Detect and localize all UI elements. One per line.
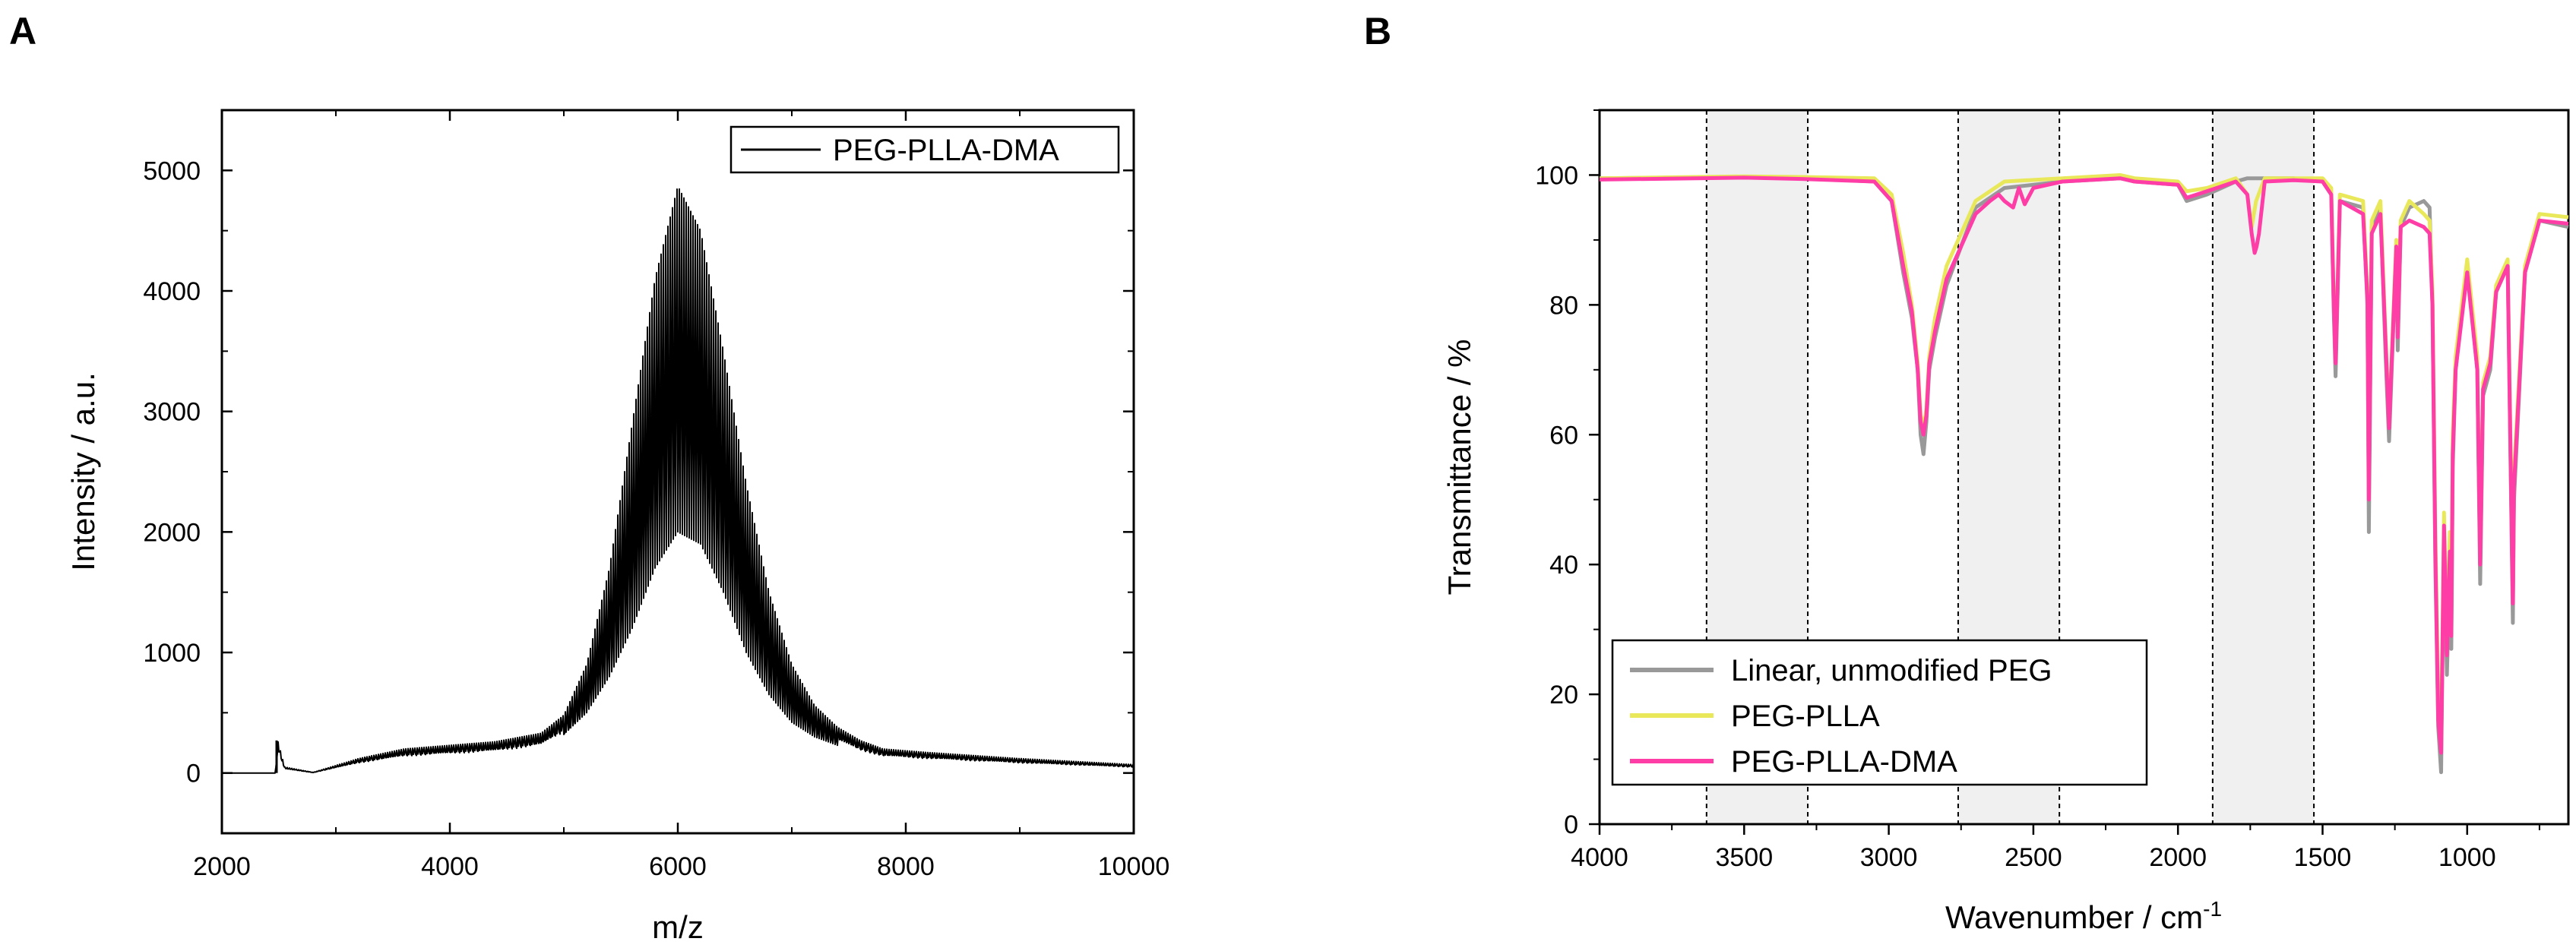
chart-a-y-tick-label: 2000 [143,518,201,547]
chart-b-x-tick-label: 2000 [2149,843,2207,872]
chart-a-x-tick-label: 4000 [421,852,479,881]
chart-b-y-tick-label: 60 [1549,421,1578,450]
chart-b-y-tick-label: 80 [1549,291,1578,320]
chart-b-y-tick-label: 20 [1549,681,1578,709]
chart-b-plot-frame [1598,109,2570,826]
chart-b-x-tick-label: 1000 [2438,843,2496,872]
chart-a-legend: PEG-PLLA-DMA [729,125,1120,174]
chart-a-x-axis-title: m/z [652,909,704,945]
chart-a-x-tick-label: 2000 [193,852,251,881]
chart-b-legend: Linear, unmodified PEG PEG-PLLA PEG-PLLA… [1611,639,2148,786]
chart-b-legend-label-pegplladma: PEG-PLLA-DMA [1731,745,1957,779]
chart-b-y-axis-title: Transmittance / % [1441,340,1477,596]
chart-a-x-tick-label: 10000 [1098,852,1170,881]
chart-a-x-tick-label: 6000 [649,852,707,881]
chart-a-y-tick-label: 3000 [143,398,201,427]
chart-b-x-tick-label: 3000 [1860,843,1918,872]
chart-b-x-axis-title-sup: -1 [2203,897,2222,921]
chart-a-legend-label: PEG-PLLA-DMA [833,134,1059,167]
chart-a-y-tick-label: 1000 [143,639,201,668]
chart-b-x-axis-title: Wavenumber / cm-1 [1945,897,2222,935]
panel-label-b: B [1364,10,1391,52]
chart-b-x-axis-title-main: Wavenumber / cm [1945,899,2203,935]
chart-b: 4000 3500 3000 2500 2000 1500 1000 0 20 40 60 80 100… [1441,109,2570,935]
chart-b-shaded-region [2212,110,2315,824]
chart-a-y-tick-label: 4000 [143,277,201,306]
chart-b-x-tick-label: 2500 [2005,843,2062,872]
chart-b-x-tick-label: 1500 [2294,843,2352,872]
chart-b-series-peg-plla-dma [1599,175,2569,755]
chart-b-y-tick-label: 40 [1549,551,1578,580]
chart-a-x-tick-label: 8000 [877,852,935,881]
panel-label-a: A [9,10,36,52]
chart-b-y-tick-label: 100 [1535,161,1578,190]
chart-a-y-tick-label: 5000 [143,156,201,185]
chart-b-legend-label-peg: Linear, unmodified PEG [1731,654,2052,687]
chart-a: 2000 4000 6000 8000 10000 0 1000 2000 3000 4000 50… [65,109,1170,945]
chart-a-y-axis-title: Intensity / a.u. [65,372,101,570]
chart-b-legend-label-pegplla: PEG-PLLA [1731,700,1880,733]
chart-b-y-tick-label: 0 [1564,810,1578,839]
chart-a-y-tick-label: 0 [186,760,201,788]
chart-a-series-peg-plla-dma [222,188,1135,774]
chart-b-x-tick-label: 4000 [1571,843,1628,872]
chart-b-x-tick-label: 3500 [1715,843,1773,872]
